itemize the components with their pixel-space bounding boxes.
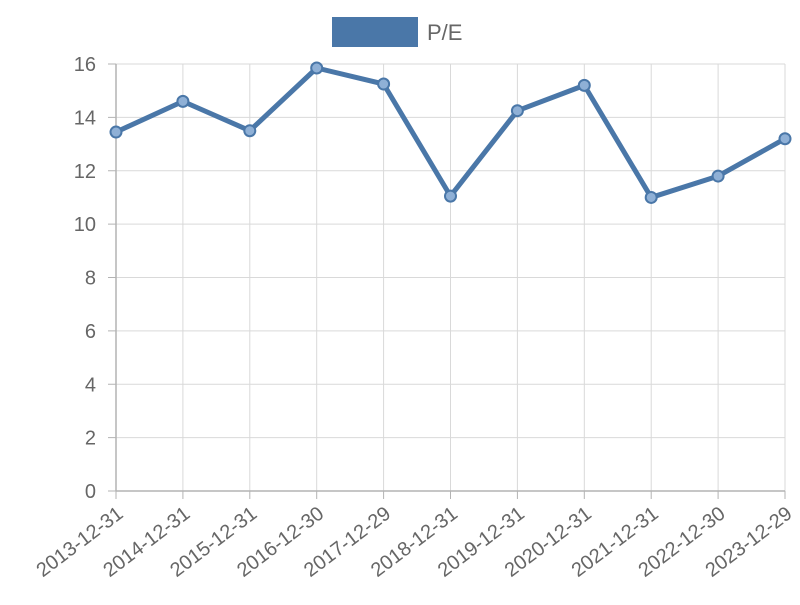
grid-lines (116, 63, 786, 491)
y-tick-label: 0 (85, 481, 96, 503)
data-point[interactable] (109, 125, 123, 139)
axes (108, 63, 786, 499)
y-tick-label: 8 (85, 268, 96, 290)
data-point[interactable] (510, 104, 524, 118)
data-point[interactable] (444, 189, 457, 203)
data-point[interactable] (310, 61, 324, 75)
y-tick-labels: 0 2 4 6 8 10 12 14 16 (74, 54, 96, 503)
y-tick-label: 4 (85, 374, 96, 396)
series-pe (109, 61, 792, 204)
x-tick-labels: 2013-12-312014-12-312015-12-312016-12-30… (32, 503, 796, 582)
data-point[interactable] (711, 169, 725, 183)
data-point[interactable] (176, 94, 190, 108)
legend[interactable]: P/E (332, 17, 462, 47)
data-point[interactable] (644, 190, 658, 204)
y-tick-label: 6 (85, 321, 96, 343)
y-tick-label: 2 (85, 428, 96, 450)
data-point[interactable] (377, 77, 391, 91)
y-tick-label: 14 (74, 107, 96, 129)
data-point[interactable] (243, 124, 257, 138)
y-tick-label: 16 (74, 54, 96, 76)
legend-label: P/E (427, 20, 462, 45)
legend-swatch (332, 17, 418, 47)
data-point[interactable] (778, 132, 792, 146)
y-tick-label: 12 (74, 161, 96, 183)
y-tick-label: 10 (74, 214, 96, 236)
data-point[interactable] (577, 78, 591, 92)
